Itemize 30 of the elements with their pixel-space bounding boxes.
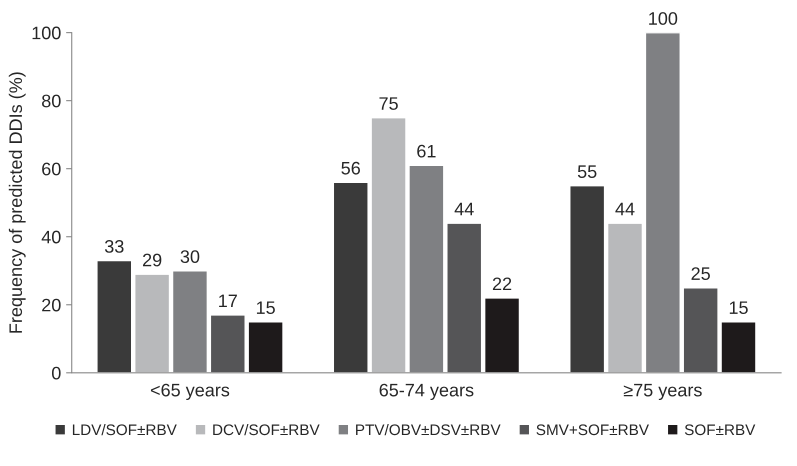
legend-label: SOF±RBV bbox=[684, 424, 756, 436]
y-axis-title: Frequency of predicted DDIs (%) bbox=[8, 72, 26, 333]
legend-label: DCV/SOF±RBV bbox=[213, 424, 320, 436]
y-tick-label: 40 bbox=[42, 230, 61, 244]
data-label: 17 bbox=[219, 294, 237, 308]
legend-label: PTV/OBV±DSV±RBV bbox=[356, 424, 501, 436]
data-label: 30 bbox=[180, 250, 200, 264]
data-label: 33 bbox=[104, 240, 124, 253]
y-tick-label: 0 bbox=[52, 366, 61, 380]
x-tick-label: 65-74 years bbox=[380, 384, 474, 400]
data-label: 15 bbox=[256, 301, 275, 314]
data-label: 25 bbox=[692, 267, 710, 280]
legend-label: SMV+SOF±RBV bbox=[536, 424, 649, 436]
y-tick-label: 80 bbox=[42, 94, 61, 108]
y-tick-label: 60 bbox=[42, 162, 61, 176]
x-tick-label: <65 years bbox=[150, 384, 230, 400]
data-label: 75 bbox=[379, 97, 398, 110]
x-tick-label: ≥75 years bbox=[624, 384, 702, 400]
legend-label: LDV/SOF±RBV bbox=[72, 424, 177, 436]
data-label: 55 bbox=[578, 165, 596, 178]
data-label: 44 bbox=[615, 202, 635, 216]
data-label: 44 bbox=[454, 202, 474, 216]
y-tick-label: 100 bbox=[32, 26, 61, 40]
data-label: 61 bbox=[417, 144, 436, 158]
data-label: 56 bbox=[341, 162, 360, 175]
y-tick-label: 20 bbox=[42, 298, 61, 312]
data-label: 29 bbox=[142, 254, 162, 266]
data-label: 15 bbox=[730, 301, 748, 314]
data-label: 22 bbox=[492, 277, 512, 290]
data-label: 100 bbox=[649, 12, 678, 25]
